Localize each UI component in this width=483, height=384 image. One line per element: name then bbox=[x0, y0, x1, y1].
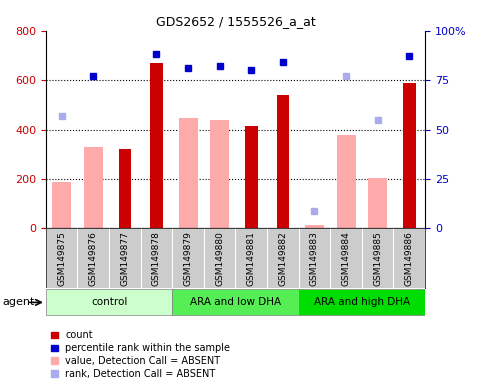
Text: agent: agent bbox=[2, 297, 35, 308]
Text: ARA and low DHA: ARA and low DHA bbox=[190, 297, 281, 307]
Text: GSM149877: GSM149877 bbox=[120, 232, 129, 286]
Bar bbox=[368, 178, 387, 228]
Text: GSM149882: GSM149882 bbox=[278, 232, 287, 286]
Text: GSM149875: GSM149875 bbox=[57, 232, 66, 286]
Legend: count, percentile rank within the sample, value, Detection Call = ABSENT, rank, : count, percentile rank within the sample… bbox=[51, 330, 230, 379]
Text: GSM149881: GSM149881 bbox=[247, 232, 256, 286]
Bar bbox=[298, 290, 425, 315]
Bar bbox=[403, 83, 415, 228]
Text: GSM149876: GSM149876 bbox=[89, 232, 98, 286]
Text: GSM149886: GSM149886 bbox=[405, 232, 414, 286]
Bar bbox=[245, 126, 257, 228]
Text: GSM149880: GSM149880 bbox=[215, 232, 224, 286]
Text: control: control bbox=[91, 297, 127, 307]
Bar bbox=[305, 225, 324, 228]
Bar bbox=[150, 63, 163, 228]
Text: GSM149883: GSM149883 bbox=[310, 232, 319, 286]
Bar bbox=[46, 290, 172, 315]
Text: ARA and high DHA: ARA and high DHA bbox=[314, 297, 410, 307]
Bar bbox=[210, 120, 229, 228]
Text: GSM149885: GSM149885 bbox=[373, 232, 382, 286]
Title: GDS2652 / 1555526_a_at: GDS2652 / 1555526_a_at bbox=[156, 15, 315, 28]
Bar bbox=[172, 290, 298, 315]
Text: GSM149879: GSM149879 bbox=[184, 232, 193, 286]
Bar bbox=[84, 147, 103, 228]
Text: GSM149878: GSM149878 bbox=[152, 232, 161, 286]
Bar bbox=[277, 95, 289, 228]
Bar bbox=[179, 119, 198, 228]
Bar bbox=[118, 149, 131, 228]
Text: GSM149884: GSM149884 bbox=[341, 232, 351, 286]
Bar bbox=[337, 134, 355, 228]
Bar bbox=[52, 182, 71, 228]
